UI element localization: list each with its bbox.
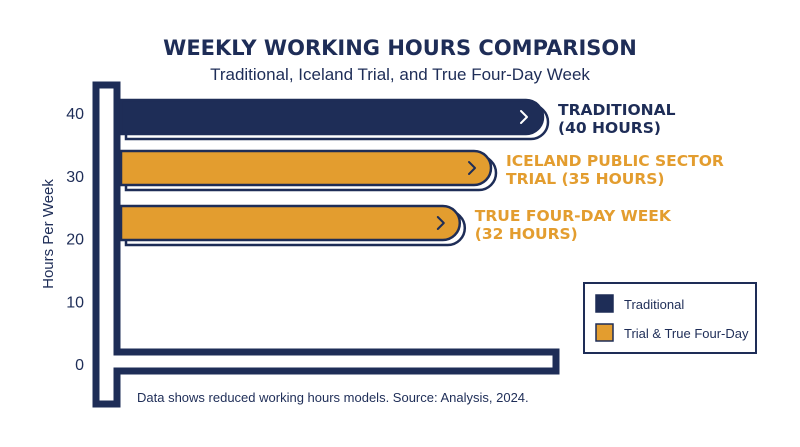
legend-label-traditional: Traditional — [624, 297, 684, 312]
y-tick-label: 0 — [75, 357, 84, 374]
legend-label-trial: Trial & True Four-Day — [624, 326, 749, 341]
legend-swatch-trial — [595, 323, 614, 342]
bars — [119, 98, 550, 247]
bar — [119, 149, 493, 187]
legend-swatch-traditional — [595, 294, 614, 313]
chart-subtitle: Traditional, Iceland Trial, and True Fou… — [210, 65, 590, 84]
bar-label: TRUE FOUR-DAY WEEK — [475, 207, 672, 225]
chart-title: WEEKLY WORKING HOURS COMPARISON — [163, 36, 637, 60]
y-tick-labels: 40 30 20 10 0 — [66, 106, 84, 374]
source-note: Data shows reduced working hours models.… — [137, 390, 529, 405]
axis-frame — [92, 81, 560, 408]
bar-label: TRIAL (35 HOURS) — [506, 170, 665, 188]
chevron-right-icon — [468, 161, 476, 175]
bar-label: ICELAND PUBLIC SECTOR — [506, 152, 724, 170]
y-tick-label: 10 — [66, 294, 84, 311]
y-tick-label: 20 — [66, 232, 84, 249]
bar-labels: TRADITIONAL(40 HOURS) ICELAND PUBLIC SECT… — [475, 101, 724, 243]
legend-box — [583, 282, 757, 354]
y-tick-label: 30 — [66, 169, 84, 186]
y-tick-label: 40 — [66, 106, 84, 123]
legend: Traditional Trial & True Four-Day — [583, 282, 757, 354]
bar-label: (40 HOURS) — [558, 119, 661, 137]
bar-label: (32 HOURS) — [475, 225, 578, 243]
chevron-right-icon — [520, 110, 528, 124]
y-axis-label: Hours Per Week — [40, 179, 57, 289]
bar-label: TRADITIONAL — [558, 101, 676, 119]
bar — [119, 204, 462, 242]
chevron-right-icon — [436, 216, 445, 230]
bar — [119, 98, 545, 136]
